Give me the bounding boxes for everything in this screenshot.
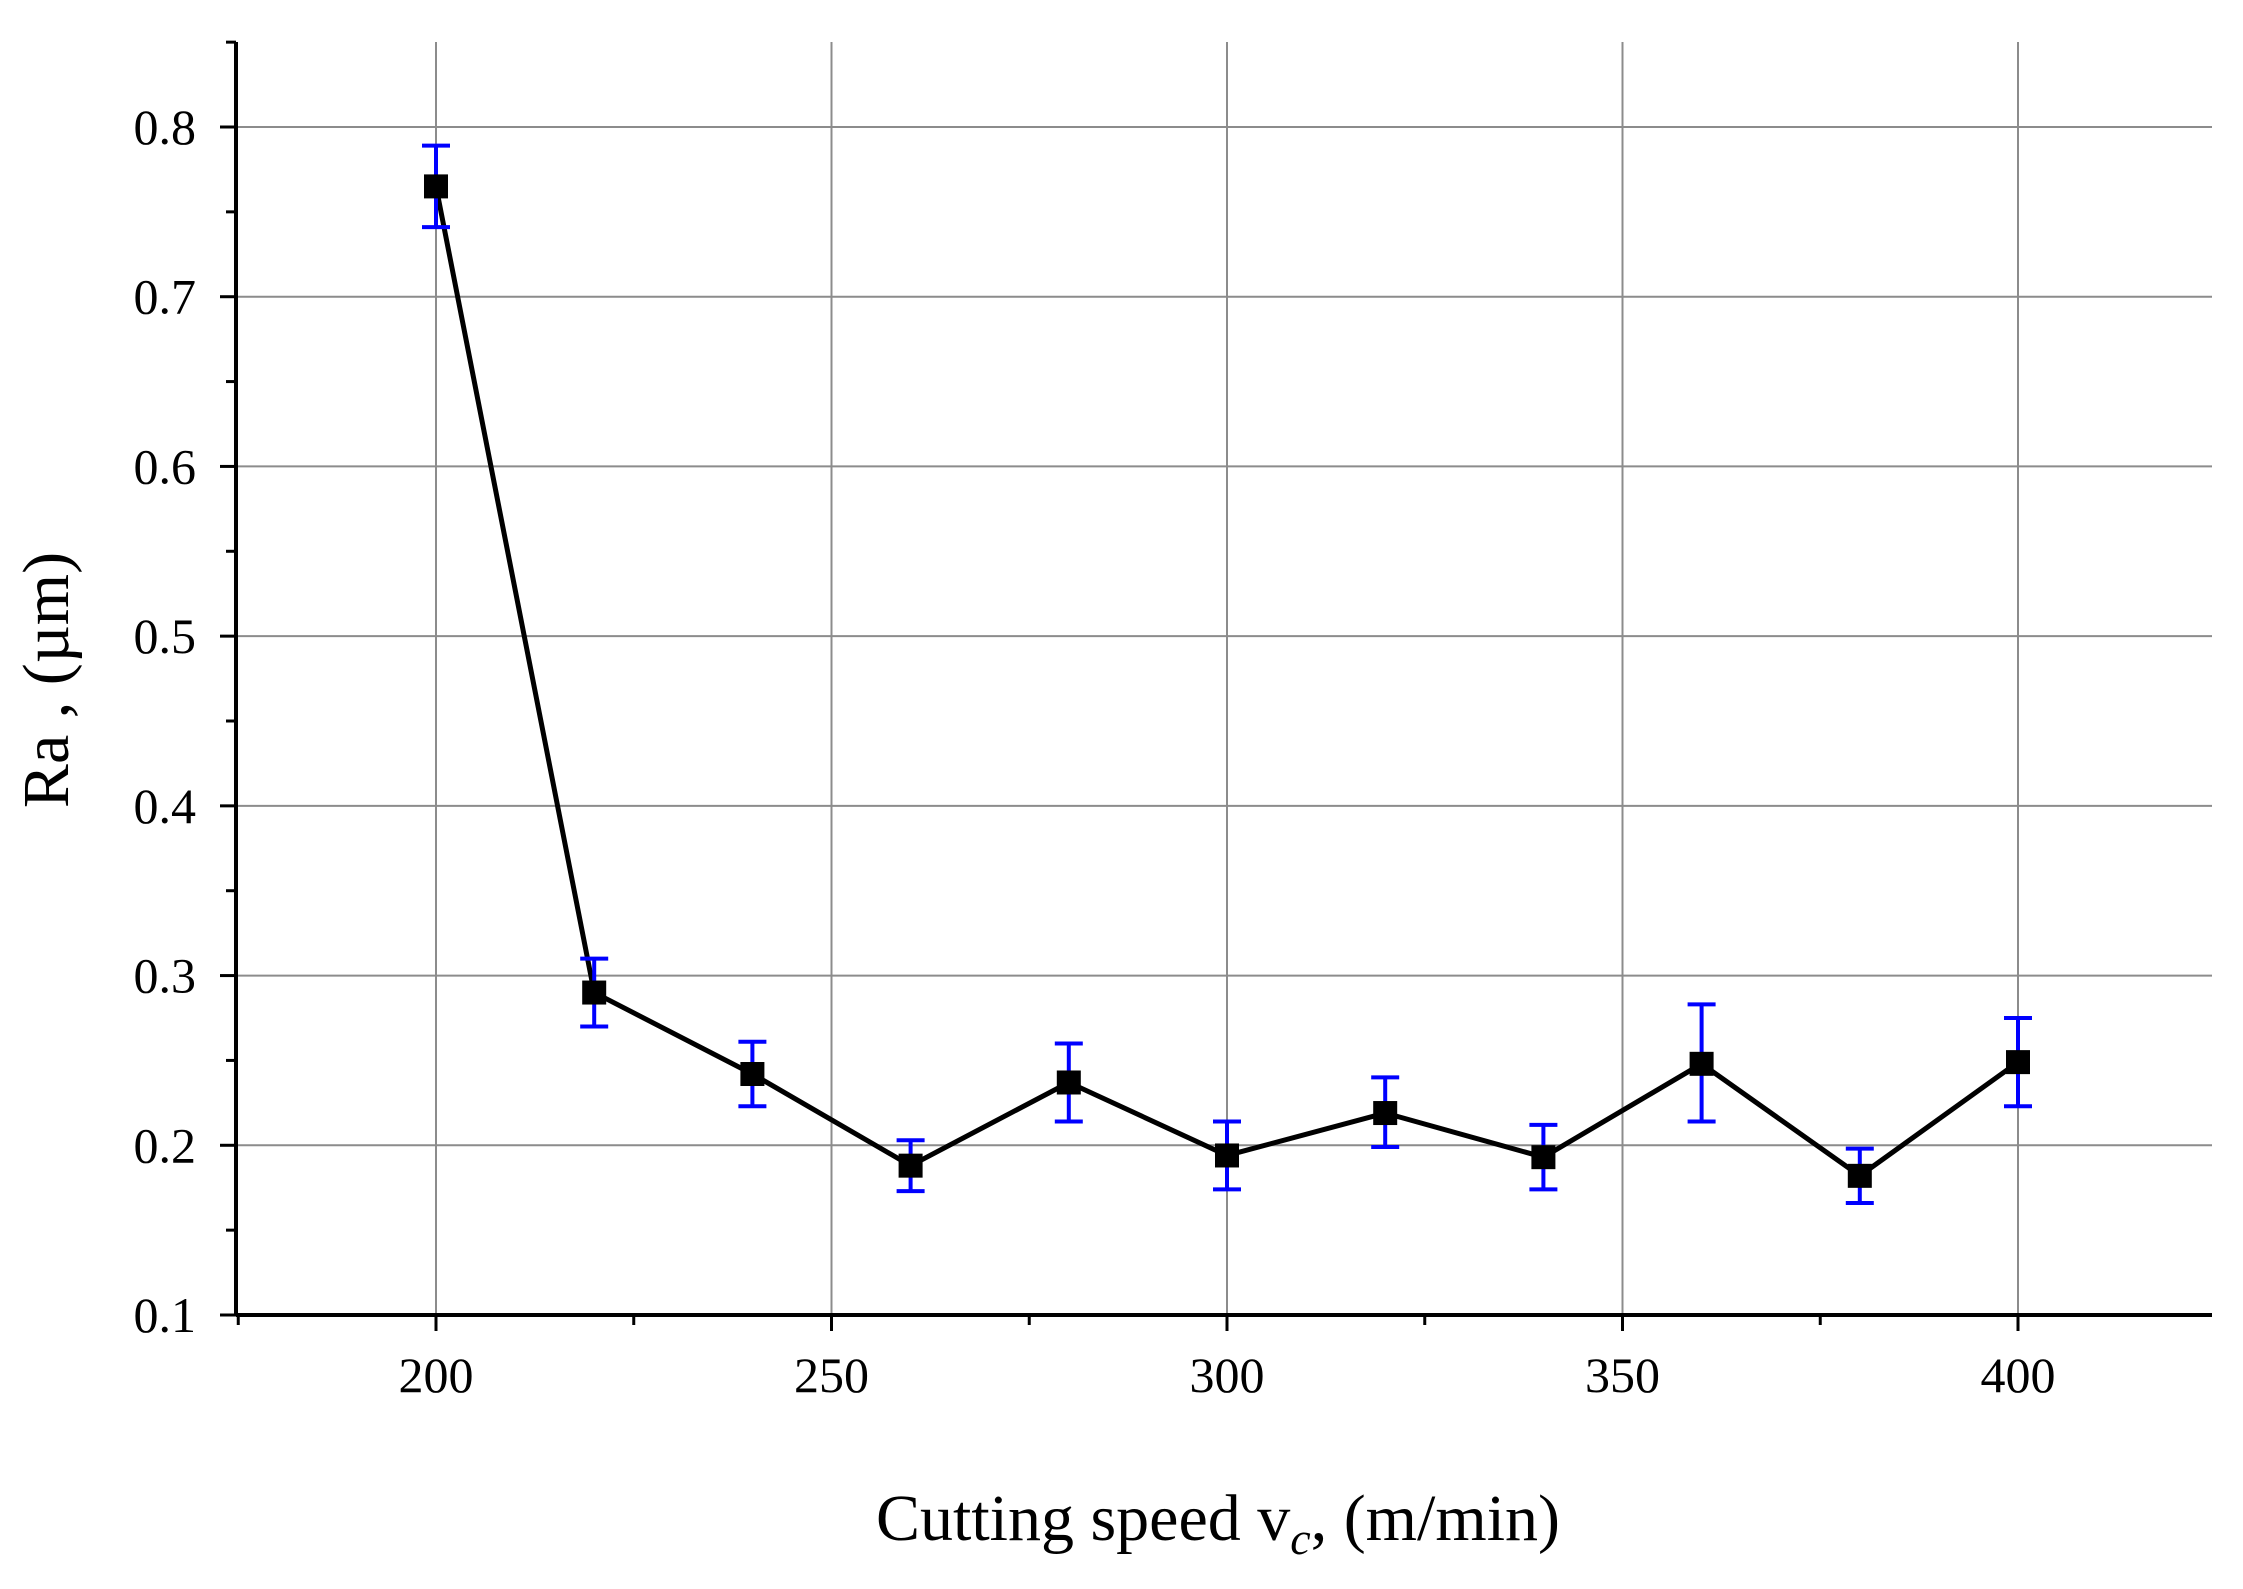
y-tick-label: 0.5	[134, 608, 197, 664]
y-tick-label: 0.7	[134, 269, 197, 325]
x-axis-title-subscript: c	[1290, 1513, 1310, 1564]
data-point	[1689, 1051, 1714, 1076]
data-point	[1056, 1070, 1081, 1095]
x-tick-label: 400	[1981, 1347, 2056, 1403]
axes	[234, 42, 2212, 1317]
x-tick-label: 300	[1190, 1347, 1265, 1403]
data-point	[424, 174, 448, 199]
x-axis-title-main: Cutting speed v	[876, 1482, 1290, 1555]
y-tick-label: 0.6	[134, 438, 197, 494]
y-tick-label: 0.8	[134, 99, 197, 155]
y-tick-label: 0.2	[134, 1117, 197, 1173]
data-point	[2006, 1050, 2030, 1075]
data-point	[582, 980, 607, 1005]
data-markers	[424, 174, 2030, 1188]
data-point	[1847, 1163, 1872, 1188]
data-point	[740, 1062, 765, 1087]
x-tick-label: 250	[794, 1347, 869, 1403]
data-point	[1215, 1143, 1239, 1168]
y-tick-label: 0.1	[134, 1287, 197, 1343]
x-axis-title-rest: , (m/min)	[1311, 1482, 1560, 1555]
data-point	[1373, 1101, 1398, 1126]
y-axis-title: Ra , (µm)	[10, 552, 83, 808]
x-tick-label: 350	[1585, 1347, 1660, 1403]
x-axis-title: Cutting speed vc, (m/min)	[876, 1482, 1560, 1564]
axis-ticks	[220, 40, 2020, 1331]
y-tick-label: 0.3	[134, 948, 197, 1004]
y-tick-label: 0.4	[134, 778, 197, 834]
x-tick-label: 200	[399, 1347, 474, 1403]
data-point	[898, 1153, 923, 1178]
data-point	[1531, 1145, 1556, 1170]
tick-labels: 200 250 300 350 400 0.1 0.2 0.3 0.4 0.5 0.6 0.7 0.8	[134, 99, 2056, 1403]
